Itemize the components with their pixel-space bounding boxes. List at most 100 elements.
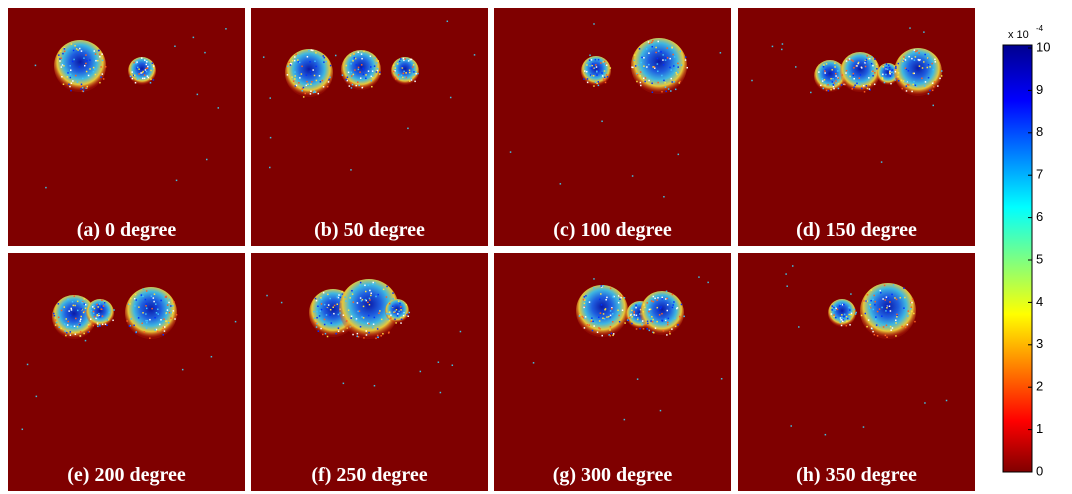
speckle: [317, 330, 320, 332]
speckle: [605, 298, 607, 301]
colorbar-tick-label: 9: [1036, 82, 1043, 97]
speckle: [362, 73, 365, 76]
speckle: [368, 297, 371, 300]
speckle: [608, 334, 610, 336]
speckle: [380, 318, 383, 321]
speckle: [592, 320, 594, 323]
speckle: [326, 308, 328, 310]
speckle: [345, 300, 347, 302]
speckle: [847, 59, 850, 61]
speckle: [152, 297, 155, 299]
speckle: [631, 309, 633, 312]
speckle: [333, 304, 336, 307]
speckle: [355, 318, 358, 320]
speckle: [832, 85, 835, 88]
speckle: [388, 331, 390, 334]
speckle: [312, 49, 314, 52]
speckle: [821, 78, 824, 80]
speckle: [136, 78, 139, 80]
speckle: [376, 69, 379, 72]
speckle: [873, 294, 875, 297]
speckle: [588, 301, 591, 303]
speckle: [378, 312, 380, 314]
speckle: [365, 74, 367, 76]
speckle: [872, 298, 874, 301]
speckle: [671, 46, 673, 49]
speckle: [864, 59, 867, 62]
speckle: [68, 310, 70, 312]
speckle: [93, 305, 95, 307]
colorbar-tick-label: 10: [1036, 39, 1050, 54]
speckle: [404, 58, 406, 60]
speckle: [927, 63, 930, 66]
speckle: [345, 78, 347, 81]
speckle: [860, 314, 863, 317]
speckle: [89, 68, 91, 70]
speckle: [824, 70, 826, 72]
speckle: [669, 66, 671, 69]
speckle: [584, 299, 586, 301]
speckle: [355, 64, 358, 66]
speckle: [594, 58, 597, 61]
speckle: [146, 61, 148, 63]
noise: [532, 362, 535, 364]
speckle: [902, 60, 904, 63]
speckle: [876, 310, 879, 313]
speckle: [825, 89, 828, 92]
speckle: [589, 74, 592, 76]
speckle: [604, 81, 607, 84]
speckle: [58, 326, 60, 328]
speckle: [101, 315, 104, 317]
speckle: [633, 54, 636, 56]
speckle: [294, 85, 297, 87]
speckle: [369, 55, 372, 58]
noise: [785, 273, 787, 275]
speckle: [409, 80, 411, 82]
noise: [665, 290, 668, 293]
speckle: [866, 87, 869, 90]
speckle: [642, 328, 645, 330]
speckle: [840, 324, 843, 327]
speckle: [674, 88, 677, 91]
speckle: [848, 318, 851, 320]
speckle: [662, 59, 664, 61]
speckle: [675, 307, 678, 310]
colorbar-tick-label: 5: [1036, 251, 1043, 266]
speckle: [612, 296, 614, 298]
speckle: [846, 320, 848, 322]
speckle: [360, 53, 363, 55]
speckle: [660, 51, 662, 53]
speckle: [368, 323, 370, 325]
speckle: [358, 84, 360, 87]
speckle: [142, 70, 144, 73]
speckle: [618, 314, 620, 317]
panel-image: [251, 8, 488, 246]
speckle: [84, 303, 87, 306]
speckle: [83, 298, 86, 300]
speckle: [912, 83, 914, 86]
speckle: [351, 289, 353, 292]
speckle: [636, 73, 639, 76]
speckle: [581, 315, 584, 318]
speckle: [341, 290, 343, 293]
speckle: [130, 297, 132, 300]
speckle: [889, 310, 892, 312]
speckle: [609, 335, 612, 337]
speckle: [595, 70, 598, 73]
colorbar-tick-label: 4: [1036, 294, 1043, 309]
speckle: [897, 72, 900, 74]
speckle: [145, 307, 148, 310]
speckle: [319, 81, 322, 83]
speckle: [830, 77, 832, 80]
noise: [593, 23, 595, 25]
speckle: [323, 303, 326, 306]
speckle: [651, 45, 653, 48]
speckle: [598, 316, 600, 319]
panel-image: [738, 253, 975, 491]
speckle: [868, 307, 871, 309]
speckle: [591, 317, 593, 319]
speckle: [397, 300, 400, 303]
speckle: [661, 90, 663, 93]
panel-image: [738, 8, 975, 246]
